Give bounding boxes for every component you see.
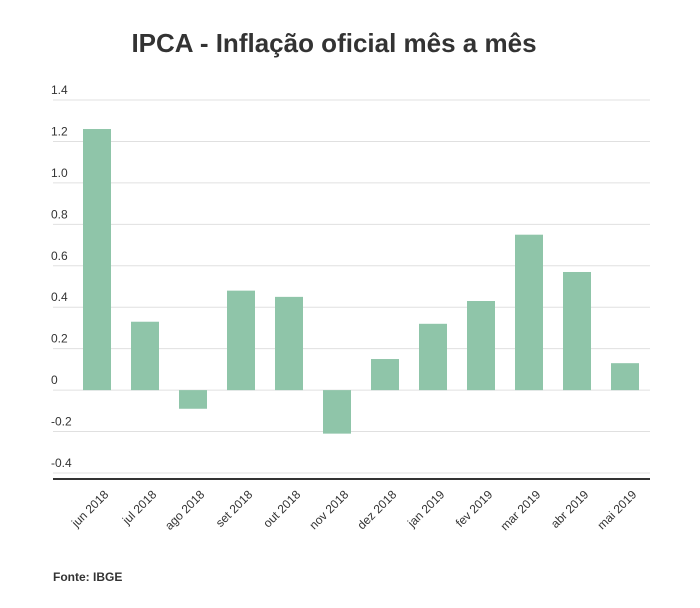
y-tick-label: 1.4: [51, 83, 68, 97]
x-tick-label: jan 2019: [404, 487, 447, 530]
bar: [179, 390, 207, 409]
bar: [563, 271, 591, 391]
x-tick-label: ago 2018: [162, 487, 208, 533]
bar: [467, 301, 495, 391]
chart-title: IPCA - Inflação oficial mês a mês: [131, 28, 537, 58]
x-tick-label: set 2018: [213, 487, 256, 530]
bar: [515, 234, 543, 391]
x-tick-label: jul 2018: [119, 487, 160, 528]
x-tick-label: dez 2018: [355, 487, 400, 532]
bar: [611, 363, 639, 391]
bar: [419, 323, 447, 391]
bar: [323, 390, 351, 434]
bar: [275, 296, 303, 391]
y-tick-label: 0.6: [51, 249, 68, 263]
bar: [83, 129, 111, 391]
x-tick-label: jun 2018: [68, 487, 111, 530]
bar: [131, 321, 159, 391]
x-tick-label: mai 2019: [595, 487, 640, 532]
x-tick-label: out 2018: [260, 487, 303, 530]
bar: [371, 359, 399, 391]
bar-chart: 1.4 1.2 1.0 0.8 0.6 0.4 0.2 0 -0.2 -0.4 jun 2018 ju…: [51, 83, 650, 533]
x-tick-label: abr 2019: [548, 487, 592, 531]
y-tick-label: 0: [51, 373, 58, 387]
y-tick-label: 0.8: [51, 207, 68, 221]
y-tick-label: 1.2: [51, 124, 68, 138]
y-tick-label: -0.4: [51, 456, 72, 470]
y-tick-label: -0.2: [51, 415, 72, 429]
source-note: Fonte: IBGE: [53, 570, 123, 584]
y-tick-label: 0.4: [51, 290, 68, 304]
y-tick-label: 0.2: [51, 332, 68, 346]
y-tick-label: 1.0: [51, 166, 68, 180]
x-tick-label: mar 2019: [498, 487, 544, 533]
x-tick-label: nov 2018: [307, 487, 352, 532]
bar: [227, 290, 255, 391]
x-tick-label: fev 2019: [453, 487, 496, 530]
